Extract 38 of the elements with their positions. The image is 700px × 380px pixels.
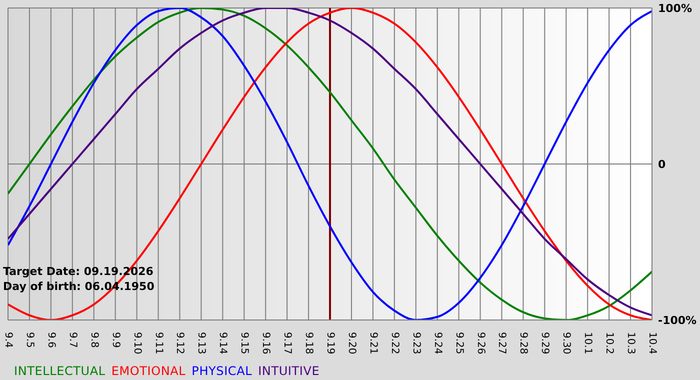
- x-tick-label: 9.18: [303, 332, 314, 354]
- x-tick-label: 9.17: [282, 332, 293, 354]
- x-tick-label: 9.11: [152, 332, 164, 354]
- text: PHYSICAL: [192, 364, 252, 378]
- x-tick-label: 9.26: [474, 332, 486, 354]
- x-tick-label: 9.8: [88, 332, 100, 348]
- x-tick-label: 9.7: [66, 332, 78, 348]
- x-tick-label: 10.3: [625, 332, 636, 354]
- y-tick-label: 100%: [658, 2, 692, 15]
- y-tick-label: -100%: [658, 314, 697, 327]
- x-tick-label: 10.2: [604, 332, 615, 354]
- x-tick-label: 9.15: [238, 332, 250, 354]
- x-tick-label: 9.25: [453, 332, 464, 354]
- x-tick-label: 9.4: [2, 332, 14, 348]
- x-tick-label: 9.20: [346, 332, 357, 354]
- text: INTUITIVE: [258, 364, 320, 378]
- x-tick-label: 9.23: [410, 332, 422, 354]
- x-tick-label: 9.19: [324, 332, 336, 354]
- x-tick-label: 9.22: [388, 332, 400, 354]
- y-tick-label: 0: [658, 158, 666, 171]
- x-tick-label: 9.29: [539, 332, 550, 354]
- x-tick-label: 9.5: [24, 332, 35, 348]
- x-tick-label: 10.1: [582, 332, 594, 354]
- x-tick-label: 9.16: [260, 332, 272, 354]
- x-tick-label: 9.12: [174, 332, 186, 354]
- x-tick-label: 9.14: [217, 332, 228, 354]
- text: INTELLECTUAL: [14, 364, 106, 378]
- x-tick-label: 9.27: [496, 332, 508, 354]
- x-tick-label: 9.21: [367, 332, 378, 354]
- x-tick-label: 9.9: [110, 332, 121, 348]
- x-tick-label: 9.30: [560, 332, 572, 354]
- x-tick-label: 10.4: [646, 332, 658, 354]
- x-tick-label: 9.13: [196, 332, 207, 354]
- x-tick-label: 9.28: [518, 332, 529, 354]
- text: EMOTIONAL: [111, 364, 186, 378]
- x-tick-label: 9.6: [45, 332, 56, 348]
- x-tick-label: 9.24: [432, 332, 443, 354]
- x-tick-label: 9.10: [131, 332, 142, 354]
